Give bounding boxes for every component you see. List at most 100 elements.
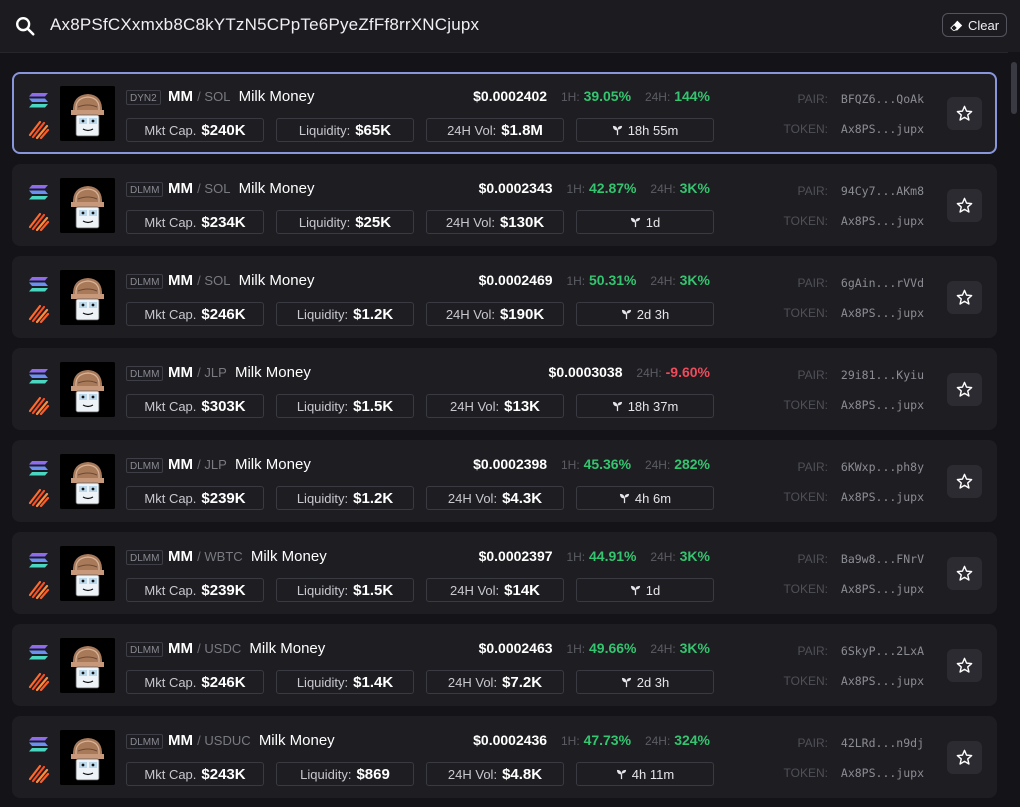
pair-row[interactable]: DYN2 MM / SOL Milk Money $0.0002402 1H: … <box>12 72 997 154</box>
token-symbol: MM <box>168 456 193 473</box>
favorite-button[interactable] <box>947 557 982 590</box>
volume-value: $13K <box>504 397 540 415</box>
pair-address-label: PAIR: <box>797 644 828 658</box>
pair-row[interactable]: DLMM MM / USDUC Milk Money $0.0002436 1H… <box>12 716 997 798</box>
solana-icon <box>29 737 48 752</box>
change-24h-label: 24H: <box>636 366 662 380</box>
liquidity-pill: Liquidity: $25K <box>276 210 414 234</box>
token-avatar <box>60 638 115 693</box>
pair-row[interactable]: DLMM MM / WBTC Milk Money $0.0002397 1H:… <box>12 532 997 614</box>
quote-symbol: SOL <box>204 181 231 196</box>
change-24h-value: 3K% <box>679 548 710 564</box>
volume-value: $14K <box>504 581 540 599</box>
favorite-button[interactable] <box>947 649 982 682</box>
quote-symbol: USDC <box>204 641 242 656</box>
market-cap-pill: Mkt Cap. $239K <box>126 578 264 602</box>
pair-title-line: DLMM MM / JLP Milk Money $0.0003038 24H:… <box>126 364 710 384</box>
token-address-value[interactable]: Ax8PS...jupx <box>840 766 924 780</box>
liquidity-value: $869 <box>356 765 390 783</box>
price: $0.0002398 <box>473 456 548 472</box>
pair-address-value[interactable]: Ba9w8...FNrV <box>840 552 924 566</box>
age-value: 1d <box>645 582 661 598</box>
star-icon <box>956 381 973 397</box>
market-cap-label: Mkt Cap. <box>144 766 197 782</box>
market-cap-value: $243K <box>201 765 246 783</box>
pair-address-value[interactable]: 42LRd...n9dj <box>840 736 924 750</box>
token-address-value[interactable]: Ax8PS...jupx <box>840 582 924 596</box>
pair-address-value[interactable]: 29i81...Kyiu <box>840 368 924 382</box>
liquidity-label: Liquidity: <box>298 122 351 138</box>
change-1h-value: 42.87% <box>589 180 637 196</box>
price-block: $0.0002402 1H: 39.05% 24H: 144% <box>473 88 710 104</box>
pair-row[interactable]: DLMM MM / USDC Milk Money $0.0002463 1H:… <box>12 624 997 706</box>
pair-address-value[interactable]: 6SkyP...2LxA <box>840 644 924 658</box>
volume-pill: 24H Vol: $7.2K <box>426 670 564 694</box>
meteora-icon <box>28 488 50 507</box>
liquidity-label: Liquidity: <box>300 766 352 782</box>
change-24h-value: 3K% <box>679 272 710 288</box>
pair-separator: / <box>197 549 205 564</box>
star-icon <box>956 749 973 765</box>
scrollbar[interactable] <box>1008 52 1020 807</box>
pair-names: MM / SOL Milk Money <box>168 88 314 105</box>
token-address-value[interactable]: Ax8PS...jupx <box>840 398 924 412</box>
market-cap-value: $239K <box>201 581 246 599</box>
pair-address-value[interactable]: 6gAin...rVVd <box>840 276 924 290</box>
pair-address-value[interactable]: 6KWxp...ph8y <box>840 460 924 474</box>
volume-label: 24H Vol: <box>447 674 498 690</box>
age-pill: 2d 3h <box>576 302 714 326</box>
favorite-button[interactable] <box>947 465 982 498</box>
change-1h: 1H: 42.87% <box>556 180 640 196</box>
pair-row[interactable]: DLMM MM / SOL Milk Money $0.0002469 1H: … <box>12 256 997 338</box>
pair-address-value[interactable]: 94Cy7...AKm8 <box>840 184 924 198</box>
volume-pill: 24H Vol: $1.8M <box>426 118 564 142</box>
favorite-button[interactable] <box>947 189 982 222</box>
pair-address-value[interactable]: BFQZ6...QoAk <box>840 92 924 106</box>
liquidity-pill: Liquidity: $65K <box>276 118 414 142</box>
pool-type-badge: DYN2 <box>126 90 161 105</box>
market-cap-value: $239K <box>201 489 246 507</box>
favorite-button[interactable] <box>947 281 982 314</box>
token-address-value[interactable]: Ax8PS...jupx <box>840 214 924 228</box>
change-1h: 1H: 49.66% <box>556 640 640 656</box>
pair-row[interactable]: DLMM MM / JLP Milk Money $0.0002398 1H: … <box>12 440 997 522</box>
pair-row[interactable]: DLMM MM / SOL Milk Money $0.0002343 1H: … <box>12 164 997 246</box>
search-input[interactable]: Ax8PSfCXxmxb8C8kYTzN5CPpTe6PyeZfFf8rrXNC… <box>50 15 480 34</box>
change-24h-value: -9.60% <box>665 364 710 380</box>
meteora-icon <box>28 396 50 415</box>
volume-pill: 24H Vol: $14K <box>426 578 564 602</box>
price: $0.0002436 <box>473 732 548 748</box>
token-avatar <box>60 546 115 601</box>
token-symbol: MM <box>168 272 193 289</box>
meteora-icon <box>28 212 50 231</box>
age-value: 4h 6m <box>634 490 672 506</box>
price: $0.0003038 <box>548 364 623 380</box>
pair-separator: / <box>197 365 205 380</box>
token-name: Milk Money <box>250 548 327 565</box>
favorite-button[interactable] <box>947 373 982 406</box>
meteora-icon <box>28 764 50 783</box>
token-address-value[interactable]: Ax8PS...jupx <box>840 490 924 504</box>
favorite-button[interactable] <box>947 741 982 774</box>
volume-label: 24H Vol: <box>445 214 495 230</box>
token-symbol: MM <box>168 180 193 197</box>
token-address-label: TOKEN: <box>783 490 828 504</box>
token-address-value[interactable]: Ax8PS...jupx <box>840 674 924 688</box>
volume-label: 24H Vol: <box>447 490 498 506</box>
search-bar: Ax8PSfCXxmxb8C8kYTzN5CPpTe6PyeZfFf8rrXNC… <box>0 0 1020 53</box>
liquidity-value: $65K <box>355 121 392 139</box>
pair-row[interactable]: DLMM MM / JLP Milk Money $0.0003038 24H:… <box>12 348 997 430</box>
favorite-button[interactable] <box>947 97 982 130</box>
solana-icon <box>29 645 48 660</box>
token-address-value[interactable]: Ax8PS...jupx <box>840 306 924 320</box>
change-1h-label: 1H: <box>566 274 586 288</box>
scroll-thumb[interactable] <box>1011 62 1017 114</box>
change-1h-label: 1H: <box>566 550 586 564</box>
token-address-value[interactable]: Ax8PS...jupx <box>840 122 924 136</box>
clear-button[interactable]: Clear <box>942 13 1007 37</box>
sprout-icon <box>612 125 622 135</box>
search-icon[interactable] <box>14 15 36 37</box>
market-cap-label: Mkt Cap. <box>144 582 197 598</box>
volume-value: $130K <box>499 213 545 231</box>
meteora-icon <box>28 672 50 691</box>
